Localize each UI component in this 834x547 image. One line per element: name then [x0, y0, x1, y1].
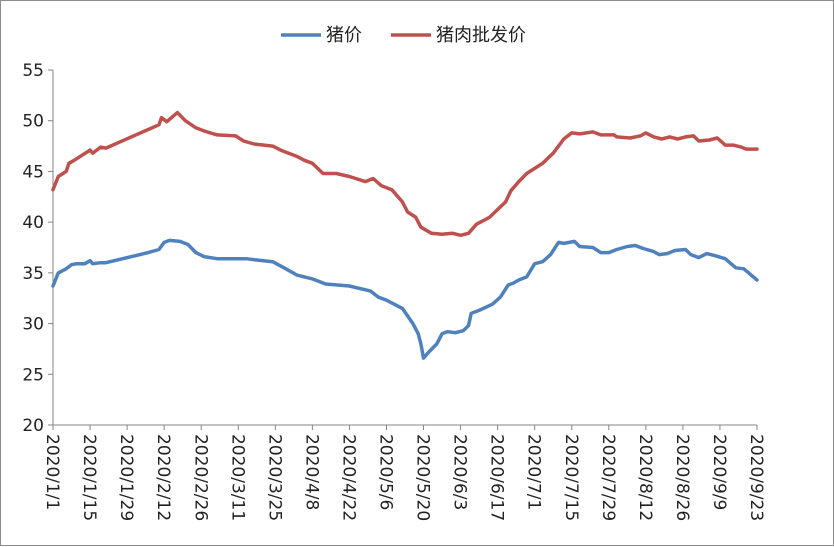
- x-tick-label: 2020/3/25: [264, 434, 284, 521]
- x-tick-label: 2020/7/29: [598, 434, 618, 521]
- y-tick-label: 45: [22, 162, 44, 182]
- x-tick-label: 2020/2/12: [153, 434, 173, 521]
- x-tick-label: 2020/1/29: [116, 434, 136, 521]
- x-tick-label: 2020/5/20: [413, 434, 433, 521]
- x-tick-label: 2020/4/22: [338, 434, 358, 521]
- x-tick-label: 2020/8/12: [635, 434, 655, 521]
- y-tick-label: 30: [22, 315, 44, 335]
- y-tick-label: 50: [22, 112, 44, 132]
- x-tick-label: 2020/1/15: [79, 434, 99, 521]
- y-tick-label: 25: [22, 365, 44, 385]
- x-tick-label: 2020/5/6: [376, 434, 396, 510]
- y-tick-label: 40: [22, 213, 44, 233]
- x-tick-label: 2020/6/17: [487, 434, 507, 521]
- x-tick-label: 2020/9/9: [709, 434, 729, 510]
- x-tick-label: 2020/8/26: [672, 434, 692, 521]
- x-axis: 2020/1/1 2020/1/15 2020/1/29 2020/2/12 2020/…: [42, 424, 766, 521]
- y-tick-label: 35: [22, 264, 44, 284]
- y-axis: 20 25 30 35 40 45 50 55: [22, 61, 54, 436]
- legend-label-pork-wholesale-price: 猪肉批发价: [436, 25, 526, 46]
- series-line-pig-price: [51, 238, 759, 360]
- x-tick-label: 2020/7/15: [561, 434, 581, 521]
- series-lines: [51, 110, 759, 360]
- x-tick-label: 2020/6/3: [450, 434, 470, 510]
- x-tick-label: 2020/7/1: [524, 434, 544, 510]
- x-tick-label: 2020/3/11: [227, 434, 247, 521]
- x-tick-label: 2020/1/1: [42, 434, 62, 510]
- y-tick-label: 55: [22, 61, 44, 81]
- x-tick-label: 2020/9/23: [746, 434, 766, 521]
- y-tick-label: 20: [22, 416, 44, 436]
- legend-label-pig-price: 猪价: [326, 25, 362, 46]
- x-tick-label: 2020/4/8: [301, 434, 321, 510]
- legend: 猪价 猪肉批发价: [281, 25, 526, 46]
- x-tick-label: 2020/2/26: [190, 434, 210, 521]
- series-line-pork-wholesale-price: [51, 110, 759, 238]
